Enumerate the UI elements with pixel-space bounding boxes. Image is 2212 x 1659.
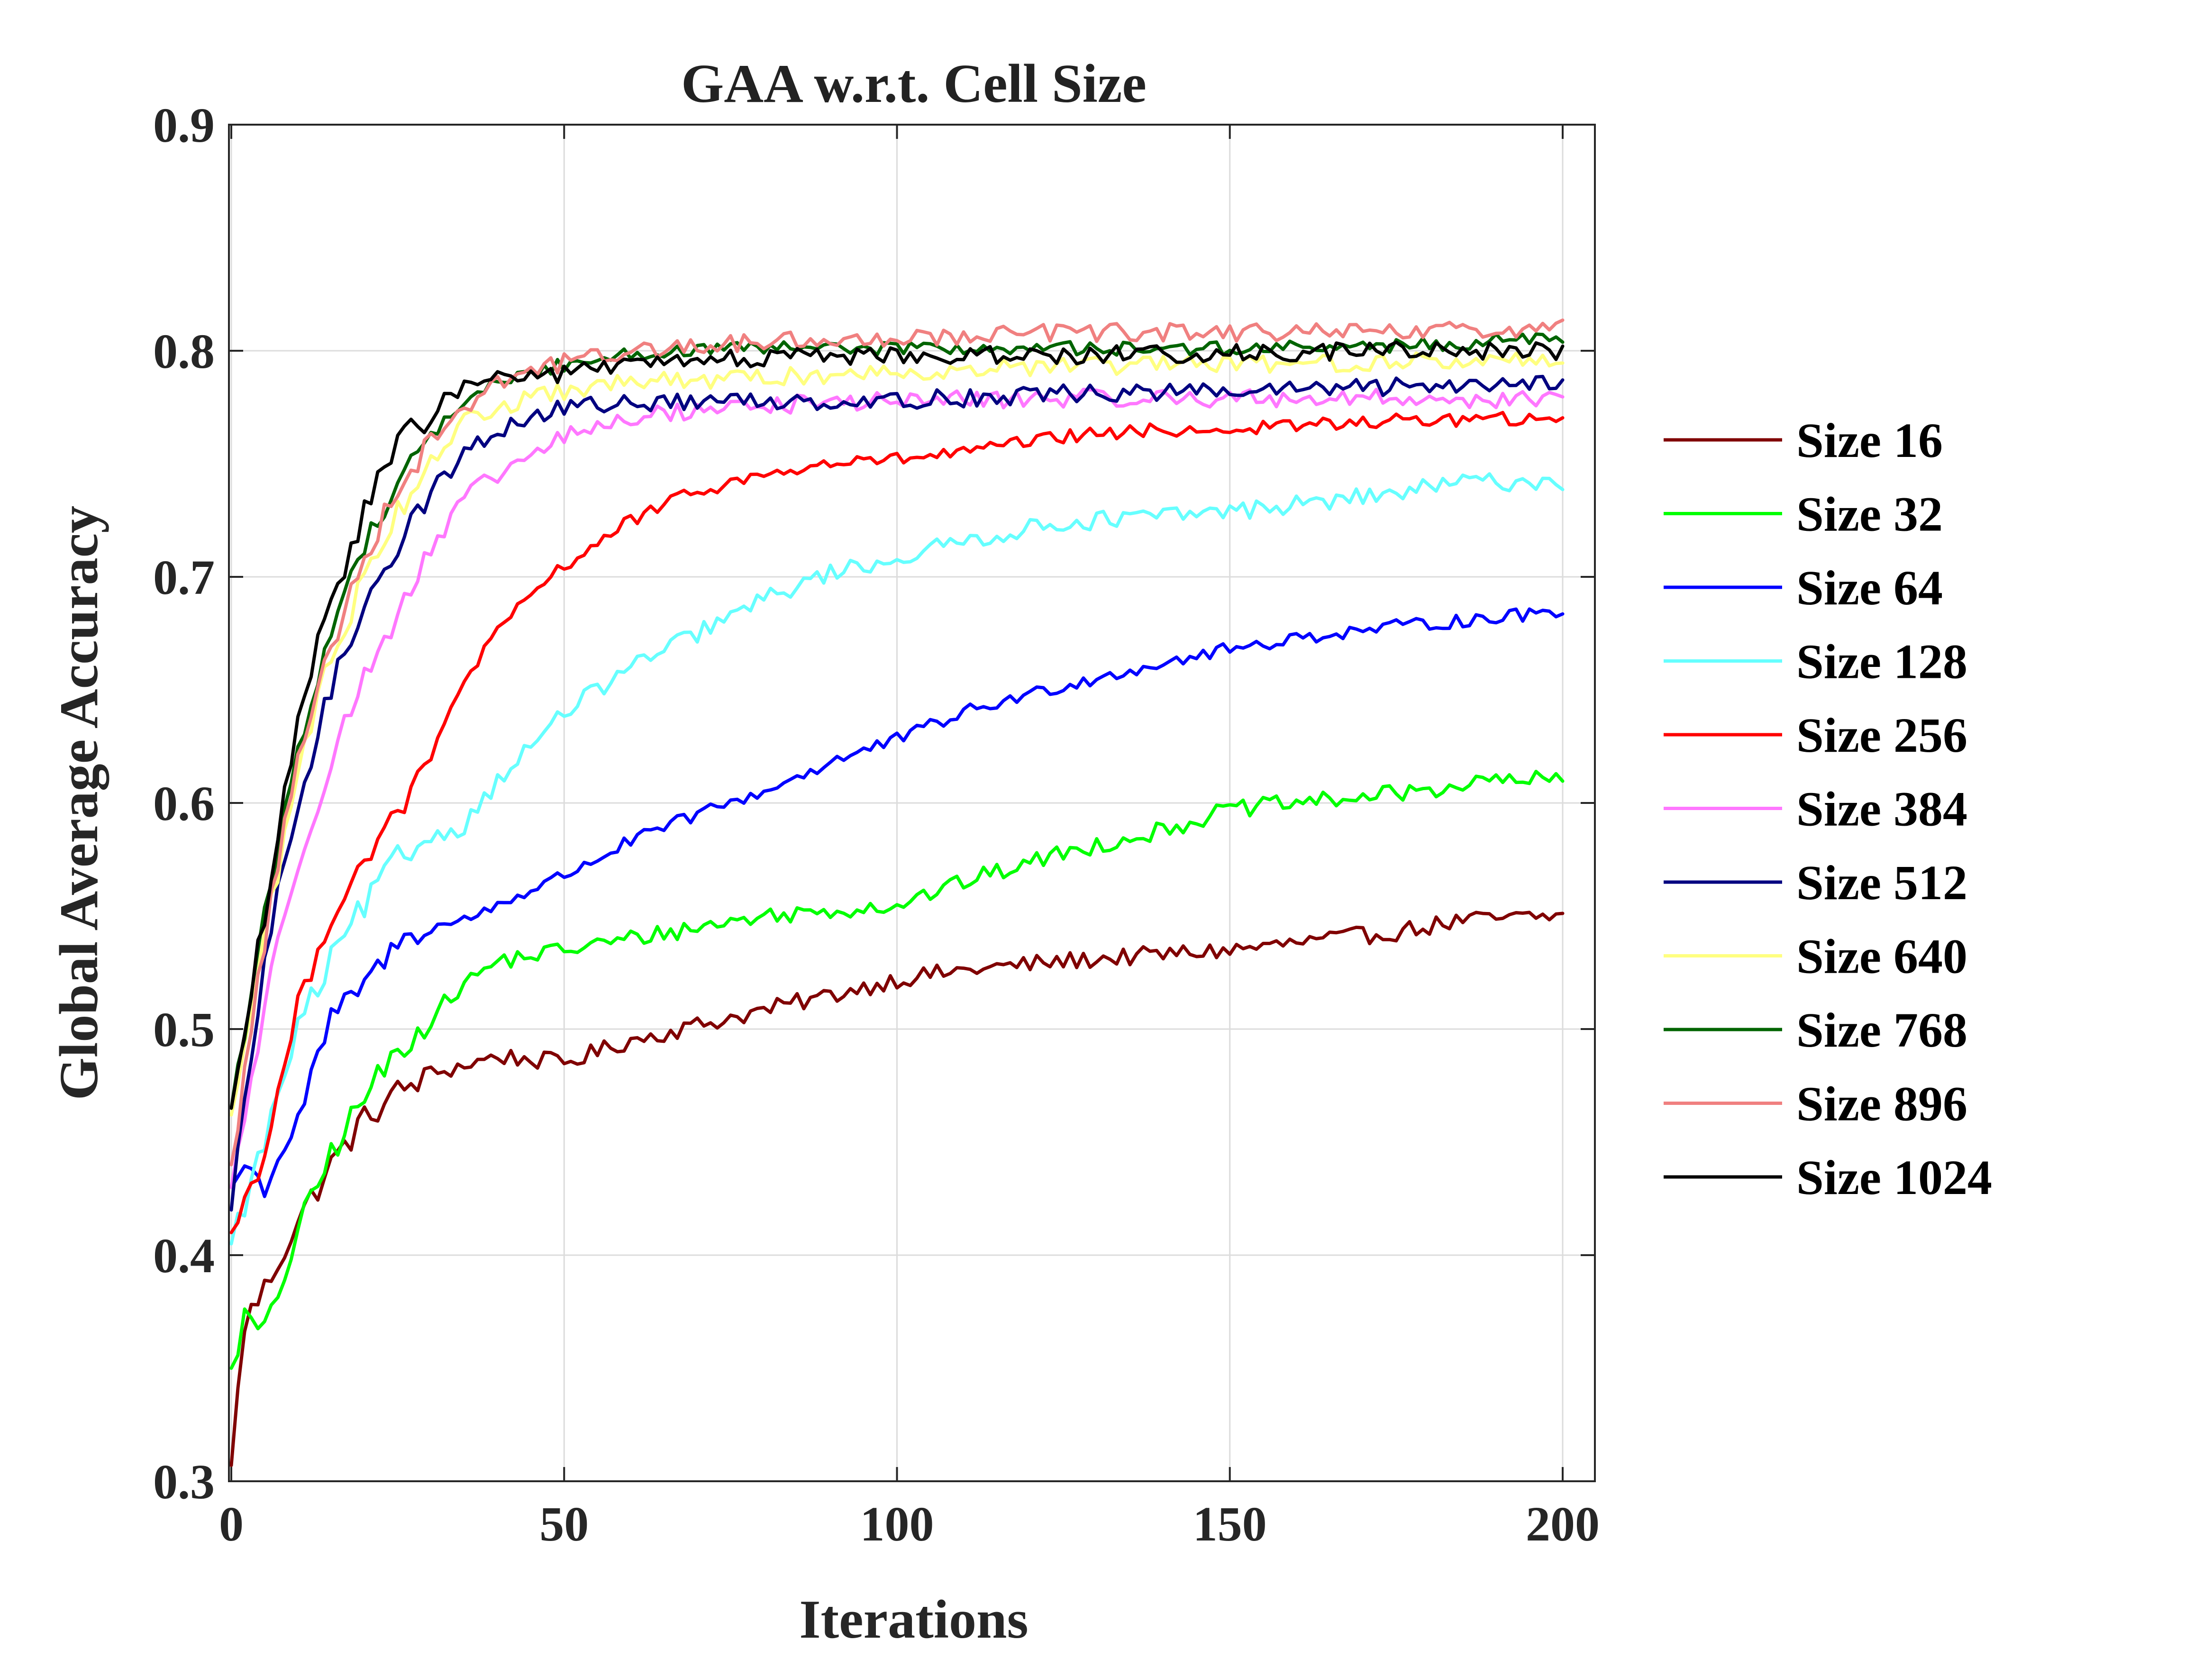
legend-label: Size 64	[1796, 561, 1943, 615]
legend-item: Size 1024	[1664, 1150, 1992, 1205]
y-tick-label: 0.4	[153, 1229, 215, 1283]
legend-label: Size 768	[1796, 1003, 1967, 1057]
series-line-size-512	[229, 374, 1565, 1212]
legend-item: Size 640	[1664, 930, 1967, 984]
series-lines	[229, 318, 1565, 1468]
legend-item: Size 896	[1664, 1077, 1967, 1131]
legend-label: Size 512	[1796, 856, 1967, 910]
y-tick-label: 0.3	[153, 1455, 215, 1509]
series-line-size-1024	[229, 340, 1565, 1110]
y-tick-label: 0.9	[153, 98, 215, 153]
series-line-size-32	[229, 770, 1565, 1370]
legend-item: Size 768	[1664, 1003, 1967, 1057]
x-tick-label: 50	[539, 1497, 589, 1551]
legend-label: Size 256	[1796, 708, 1967, 763]
y-tick-label: 0.6	[153, 776, 215, 831]
legend-item: Size 128	[1664, 635, 1967, 689]
legend-item: Size 384	[1664, 782, 1967, 837]
chart-title: GAA w.r.t. Cell Size	[681, 54, 1147, 114]
legend-item: Size 16	[1664, 413, 1943, 468]
series-line-size-640	[229, 351, 1565, 1117]
legend-item: Size 512	[1664, 856, 1967, 910]
axis-ticks: 0 50 100 150 200 0.3 0.4 0.5 0.6 0.7 0.8 0.9	[153, 98, 1600, 1551]
x-axis-label: Iterations	[799, 1589, 1028, 1650]
legend-item: Size 64	[1664, 561, 1943, 615]
legend-label: Size 896	[1796, 1077, 1967, 1131]
legend-label: Size 32	[1796, 487, 1943, 542]
x-tick-label: 200	[1526, 1497, 1600, 1551]
y-tick-label: 0.7	[153, 550, 215, 605]
legend-label: Size 1024	[1796, 1150, 1992, 1205]
series-line-size-128	[229, 472, 1565, 1246]
legend-label: Size 128	[1796, 635, 1967, 689]
x-tick-label: 0	[219, 1497, 244, 1551]
series-line-size-64	[229, 607, 1565, 1198]
legend-item: Size 32	[1664, 487, 1943, 542]
y-axis-label: Global Average Accuracy	[49, 506, 109, 1100]
legend-label: Size 640	[1796, 930, 1967, 984]
series-line-size-16	[229, 911, 1565, 1468]
x-tick-label: 100	[860, 1497, 934, 1551]
legend-label: Size 384	[1796, 782, 1967, 837]
y-tick-label: 0.5	[153, 1003, 215, 1057]
legend: Size 16 Size 32 Size 64 Size 128 Size 256 Siz…	[1664, 413, 1992, 1205]
x-tick-label: 150	[1193, 1497, 1267, 1551]
y-tick-label: 0.8	[153, 324, 215, 379]
series-line-size-256	[229, 410, 1565, 1234]
series-line-size-896	[229, 318, 1565, 1167]
series-line-size-384	[229, 388, 1565, 1189]
legend-item: Size 256	[1664, 708, 1967, 763]
legend-label: Size 16	[1796, 413, 1943, 468]
